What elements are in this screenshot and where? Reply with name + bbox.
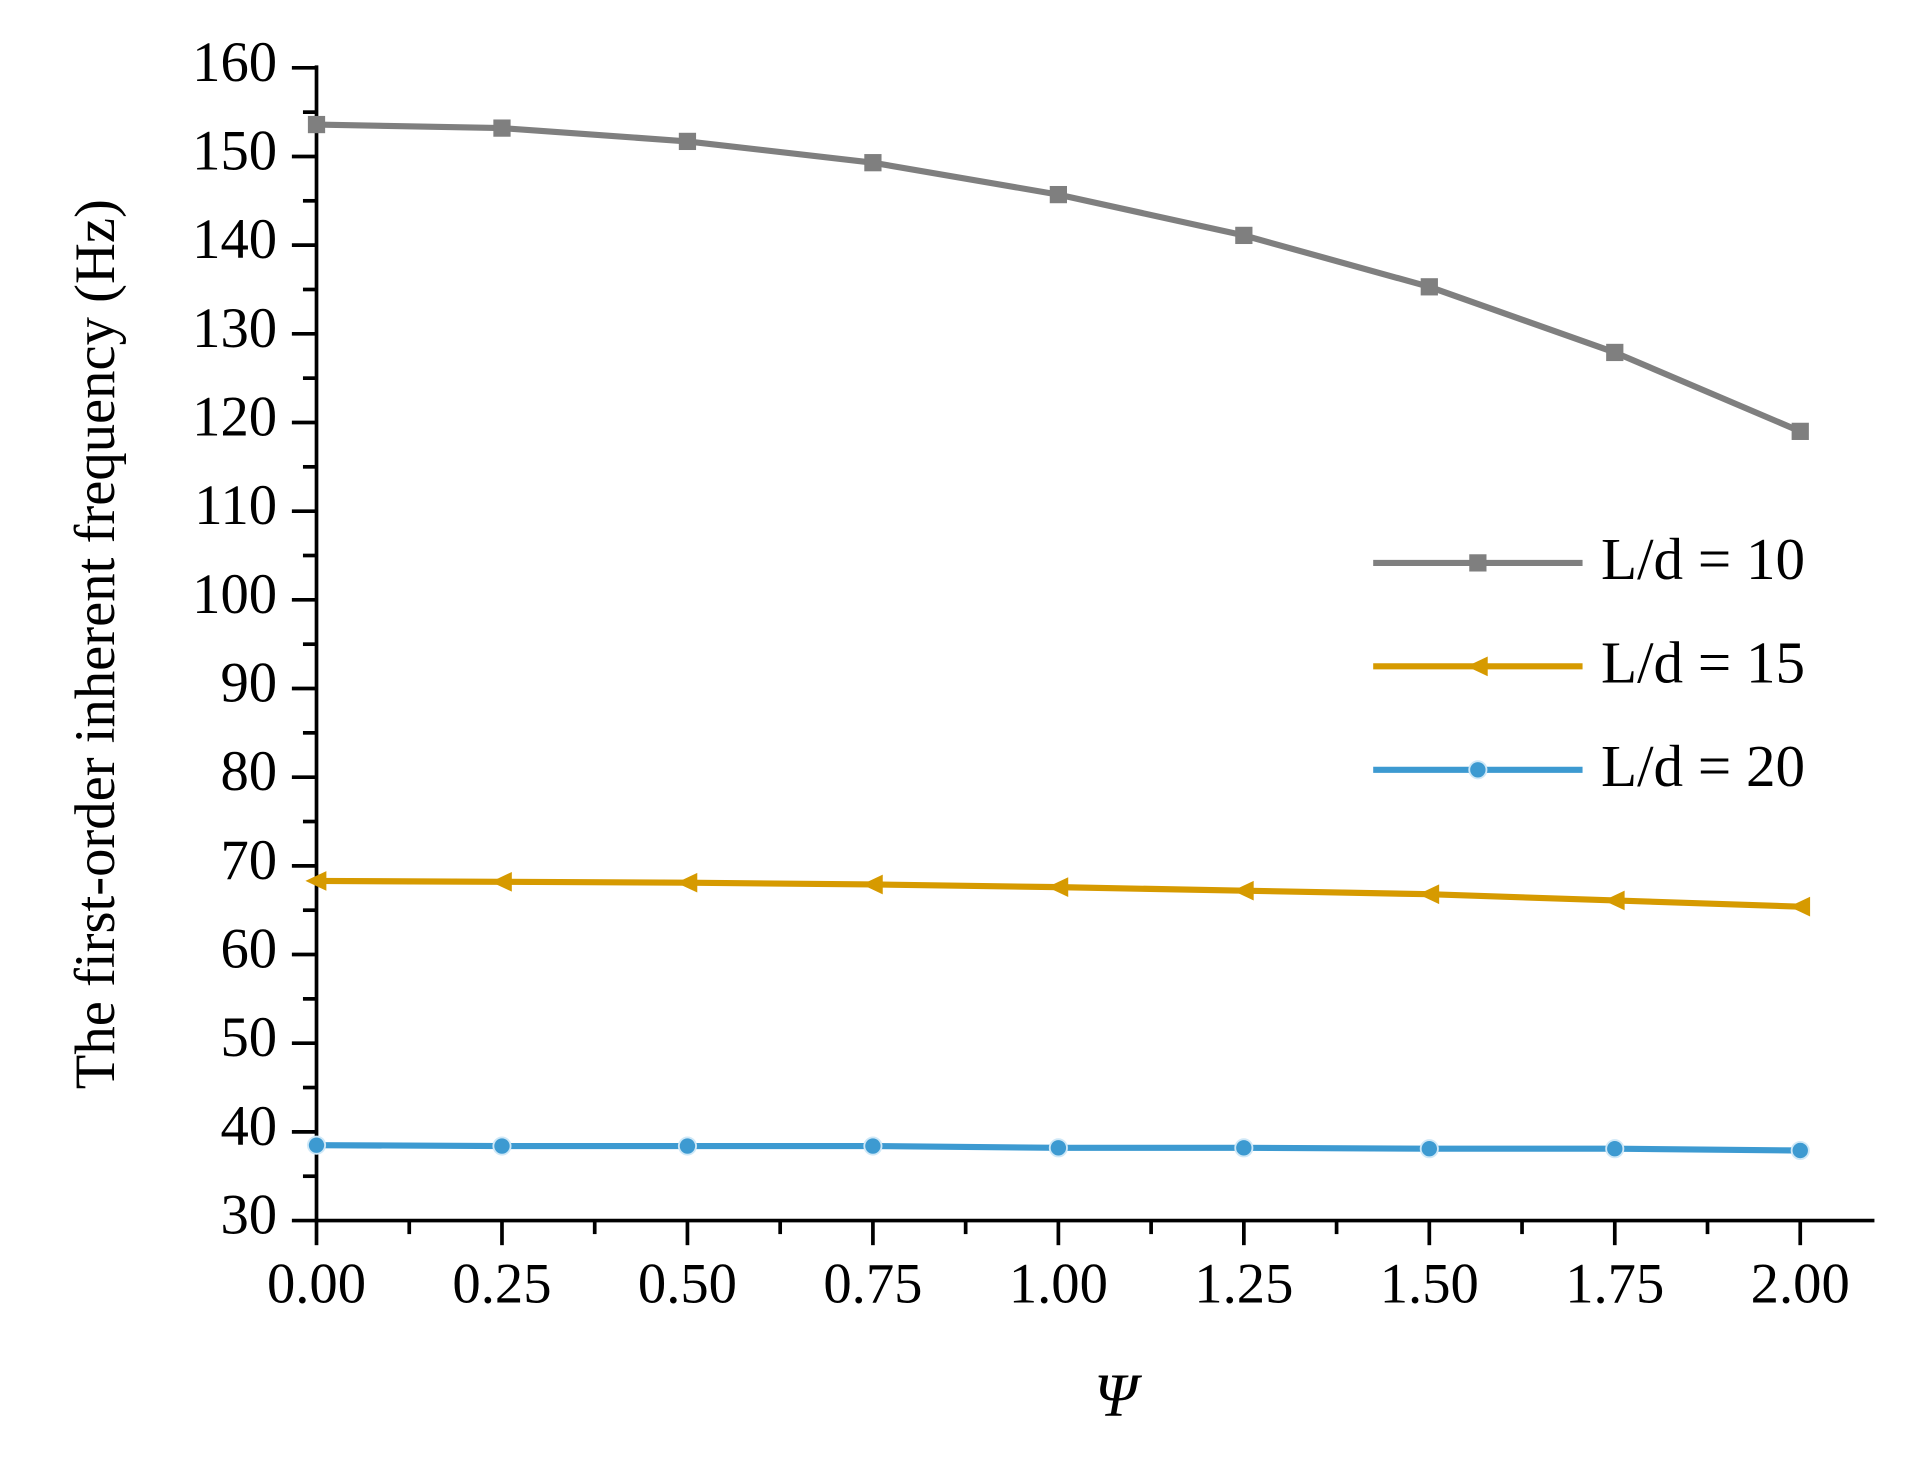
marker: [1047, 877, 1069, 897]
x-tick-label: 1.75: [1565, 1254, 1664, 1316]
y-tick-label: 90: [220, 653, 277, 715]
x-tick-label: 0.25: [452, 1254, 551, 1316]
marker: [1232, 880, 1254, 901]
y-tick-label: 30: [220, 1185, 277, 1247]
marker: [1420, 278, 1438, 296]
x-tick-label: 0.50: [638, 1254, 737, 1316]
marker: [490, 871, 512, 892]
marker: [1049, 185, 1067, 204]
marker: [676, 872, 698, 893]
marker: [1606, 343, 1624, 362]
marker: [1790, 1140, 1810, 1161]
y-tick-label: 50: [220, 1007, 277, 1069]
x-tick-label: 0.00: [267, 1254, 366, 1316]
x-axis-title: Ψ: [1094, 1362, 1142, 1430]
marker: [678, 132, 697, 151]
marker: [1234, 1138, 1254, 1158]
marker: [307, 115, 326, 134]
y-tick-label: 120: [192, 386, 277, 448]
marker: [1419, 1139, 1439, 1159]
y-tick-label: 160: [192, 32, 277, 94]
x-tick-label: 2.00: [1751, 1254, 1850, 1316]
legend-label: L/d = 10: [1601, 526, 1805, 592]
y-tick-label: 130: [192, 298, 277, 360]
x-tick-label: 0.75: [823, 1254, 922, 1316]
y-tick-label: 60: [220, 919, 277, 981]
y-tick-label: 80: [220, 741, 277, 803]
marker: [305, 871, 327, 891]
y-tick-label: 70: [220, 830, 277, 892]
y-axis-title: The first-order inherent frequency (Hz): [65, 199, 127, 1089]
y-tick-label: 150: [192, 120, 277, 182]
marker: [1791, 422, 1809, 440]
marker: [864, 154, 882, 172]
marker: [493, 119, 511, 137]
legend-marker: [1468, 760, 1488, 780]
y-tick-label: 40: [220, 1096, 277, 1158]
legend-marker: [1466, 656, 1488, 677]
marker: [1603, 890, 1625, 911]
legend-label: L/d = 15: [1601, 629, 1805, 695]
y-tick-label: 100: [192, 564, 277, 626]
x-tick-label: 1.25: [1194, 1254, 1293, 1316]
marker: [306, 1135, 327, 1155]
x-tick-label: 1.00: [1009, 1254, 1108, 1316]
y-tick-label: 110: [194, 475, 277, 537]
legend-label: L/d = 20: [1601, 733, 1805, 799]
marker: [863, 1136, 883, 1156]
x-tick-label: 1.50: [1380, 1254, 1479, 1316]
series-line: [316, 121, 1802, 435]
marker: [1418, 884, 1440, 905]
legend-marker: [1469, 554, 1487, 572]
marker: [861, 874, 883, 895]
marker: [1605, 1139, 1625, 1159]
marker: [1235, 226, 1253, 245]
marker: [1789, 896, 1811, 917]
marker: [677, 1136, 697, 1156]
y-tick-label: 140: [192, 209, 277, 271]
marker: [492, 1136, 512, 1156]
marker: [1048, 1138, 1068, 1158]
